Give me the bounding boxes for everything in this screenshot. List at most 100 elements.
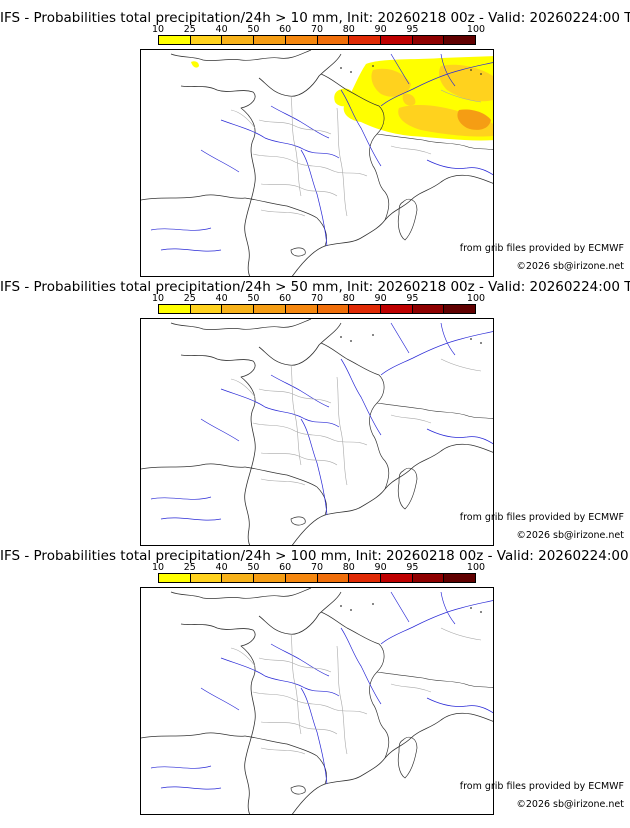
- coastline-spain: [141, 732, 246, 739]
- legend-swatch: [412, 305, 445, 313]
- copyright-credit: ©2026 sb@irizone.net: [516, 530, 624, 541]
- legend-swatch: [254, 574, 286, 582]
- legend-swatch: [380, 305, 413, 313]
- lake-dot: [340, 67, 342, 69]
- regional-border: [260, 183, 338, 197]
- legend-tick-label: 70: [310, 293, 324, 304]
- border-switzerland: [376, 133, 493, 150]
- legend-swatch: [190, 305, 223, 313]
- regional-border: [260, 478, 306, 486]
- legend-swatch: [190, 574, 223, 582]
- legend-ticks: 10 25 40 50 60 70 80 90 95 100: [152, 293, 485, 305]
- legend-swatch: [317, 36, 350, 44]
- legend-tick-label: 10: [151, 293, 165, 304]
- legend-ticks: 10 25 40 50 60 70 80 90 95 100: [152, 24, 485, 36]
- lake-dot: [470, 607, 472, 609]
- legend-swatch: [159, 36, 191, 44]
- balearic-island: [290, 785, 306, 795]
- river: [220, 657, 340, 697]
- river: [200, 418, 240, 442]
- regional-border: [252, 691, 368, 715]
- legend-swatch: [349, 574, 381, 582]
- coastline-france: [180, 591, 342, 814]
- legend-tick-label: 100: [466, 293, 486, 304]
- river: [300, 687, 328, 785]
- legend-tick-label: 25: [183, 562, 196, 573]
- river: [300, 418, 328, 516]
- source-credit: from grib files provided by ECMWF: [459, 243, 624, 254]
- regional-border: [336, 376, 348, 486]
- regional-border: [252, 422, 368, 446]
- lake-dot: [350, 340, 352, 342]
- lake-dot: [480, 73, 482, 75]
- color-legend: [158, 35, 476, 45]
- legend-tick-label: 95: [406, 293, 419, 304]
- river: [270, 374, 330, 408]
- lake-dot: [470, 338, 472, 340]
- source-credit: from grib files provided by ECMWF: [459, 512, 624, 523]
- legend-tick-label: 50: [247, 562, 260, 573]
- lake-dot: [350, 609, 352, 611]
- coastline-england: [170, 50, 312, 61]
- legend-tick-label: 90: [374, 24, 387, 35]
- legend-tick-label: 40: [215, 293, 228, 304]
- precip-map: [140, 318, 494, 546]
- legend-swatch: [254, 305, 286, 313]
- precip-cell: [191, 61, 199, 68]
- river: [150, 496, 222, 521]
- river: [340, 358, 382, 436]
- regional-border: [390, 414, 432, 424]
- precip-cell: [402, 93, 416, 106]
- regional-border: [336, 107, 348, 217]
- border-france-east: [320, 611, 390, 759]
- map-panel-100mm: IFS - Probabilities total precipitation/…: [0, 538, 630, 815]
- coastline-france: [180, 53, 342, 276]
- precip-cell: [334, 88, 354, 107]
- regional-border: [258, 657, 332, 673]
- river: [200, 149, 240, 173]
- lake-dot: [480, 342, 482, 344]
- legend-tick-label: 80: [342, 293, 355, 304]
- legend-tick-label: 60: [279, 24, 292, 35]
- panel-title: IFS - Probabilities total precipitation/…: [0, 548, 630, 564]
- precip-cell: [457, 109, 491, 130]
- coastline-mediterranean: [291, 174, 493, 276]
- regional-border: [390, 683, 432, 693]
- regional-border: [258, 119, 332, 135]
- river: [220, 119, 340, 159]
- legend-swatch: [317, 305, 350, 313]
- legend-swatch: [412, 574, 445, 582]
- river: [270, 643, 330, 677]
- regional-border: [260, 721, 338, 735]
- corsica-island: [397, 736, 418, 779]
- copyright-credit: ©2026 sb@irizone.net: [516, 799, 624, 810]
- precip-probability-area: [191, 56, 493, 141]
- color-legend: [158, 573, 476, 583]
- legend-swatch: [444, 36, 476, 44]
- legend-swatch: [349, 305, 381, 313]
- regional-border: [230, 378, 256, 398]
- river: [150, 765, 222, 790]
- legend-tick-label: 50: [247, 293, 260, 304]
- legend-tick-label: 50: [247, 24, 260, 35]
- legend-tick-label: 70: [310, 562, 324, 573]
- legend-tick-label: 80: [342, 562, 355, 573]
- balearic-island: [290, 516, 306, 526]
- border-switzerland: [376, 402, 493, 419]
- legend-swatch: [444, 574, 476, 582]
- lake-dot: [372, 603, 374, 605]
- legend-tick-label: 60: [279, 293, 292, 304]
- river: [300, 149, 328, 247]
- river: [390, 53, 456, 87]
- precip-map: [140, 49, 494, 277]
- copyright-credit: ©2026 sb@irizone.net: [516, 261, 624, 272]
- legend-tick-label: 70: [310, 24, 324, 35]
- legend-swatch: [190, 36, 223, 44]
- river: [270, 105, 330, 139]
- legend-swatch: [222, 305, 255, 313]
- legend-swatch: [285, 574, 318, 582]
- lake-dot: [340, 336, 342, 338]
- legend-tick-label: 100: [466, 24, 486, 35]
- panel-title: IFS - Probabilities total precipitation/…: [0, 279, 630, 295]
- legend-swatch: [222, 574, 255, 582]
